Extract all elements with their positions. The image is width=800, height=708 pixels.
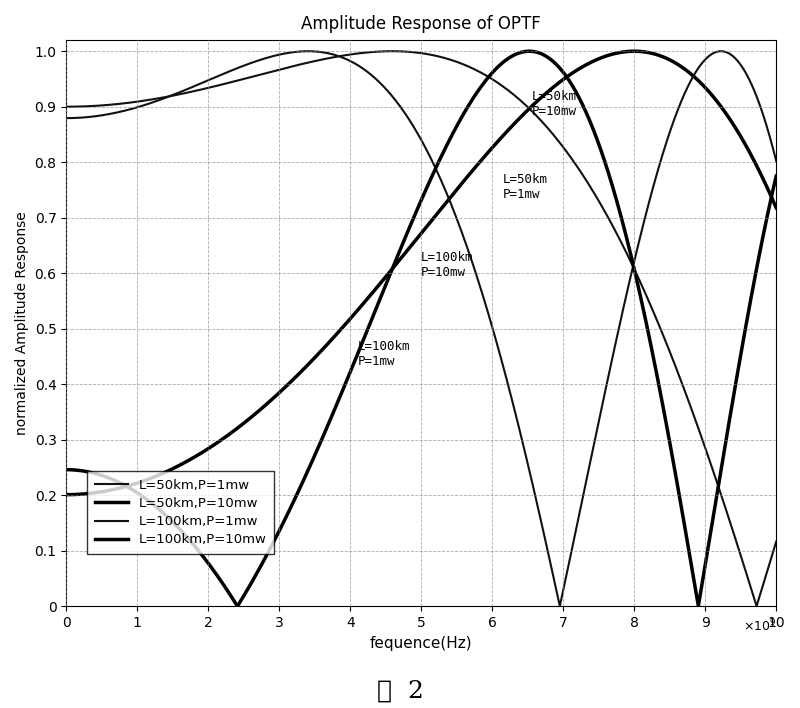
- Text: L=50km
P=10mw: L=50km P=10mw: [531, 90, 576, 118]
- L=100km,P=10mw: [233, 602, 242, 610]
- L=50km,P=1mw: [482, 72, 491, 80]
- L=100km,P=1mw: [513, 416, 522, 425]
- L=50km,P=1mw: [771, 537, 781, 546]
- L=100km,P=1mw: [97, 111, 106, 120]
- L=50km,P=1mw: [626, 257, 635, 266]
- L=100km,P=1mw: [588, 446, 598, 455]
- L=100km,P=10mw: [626, 250, 635, 258]
- L=50km,P=10mw: [318, 344, 328, 353]
- L=50km,P=1mw: [62, 103, 71, 111]
- Line: L=100km,P=10mw: L=100km,P=10mw: [66, 51, 776, 606]
- L=50km,P=10mw: [630, 47, 639, 55]
- L=100km,P=10mw: [513, 50, 522, 58]
- Text: 图  2: 图 2: [377, 680, 423, 702]
- Y-axis label: normalized Amplitude Response: normalized Amplitude Response: [15, 211, 29, 435]
- L=50km,P=10mw: [482, 150, 491, 159]
- L=100km,P=1mw: [716, 47, 726, 55]
- Title: Amplitude Response of OPTF: Amplitude Response of OPTF: [302, 15, 541, 33]
- L=100km,P=1mw: [62, 114, 71, 122]
- Line: L=50km,P=1mw: L=50km,P=1mw: [66, 51, 776, 606]
- L=50km,P=1mw: [97, 101, 106, 110]
- L=100km,P=1mw: [555, 602, 565, 610]
- Legend: L=50km,P=1mw, L=50km,P=10mw, L=100km,P=1mw, L=100km,P=10mw: L=50km,P=1mw, L=50km,P=10mw, L=100km,P=1…: [87, 471, 274, 554]
- L=100km,P=10mw: [97, 472, 106, 480]
- L=50km,P=1mw: [513, 93, 522, 102]
- L=100km,P=1mw: [626, 273, 635, 281]
- Line: L=50km,P=10mw: L=50km,P=10mw: [66, 51, 776, 495]
- Text: L=100km
P=10mw: L=100km P=10mw: [422, 251, 474, 279]
- L=50km,P=10mw: [588, 57, 598, 66]
- Text: $\times 10^9$: $\times 10^9$: [743, 618, 776, 634]
- L=50km,P=10mw: [771, 204, 781, 212]
- L=100km,P=10mw: [525, 47, 534, 55]
- L=100km,P=1mw: [482, 303, 491, 312]
- L=100km,P=1mw: [771, 156, 781, 165]
- L=100km,P=10mw: [318, 431, 328, 440]
- L=100km,P=10mw: [771, 172, 781, 181]
- L=50km,P=1mw: [588, 186, 598, 195]
- L=50km,P=10mw: [97, 488, 106, 496]
- Text: L=50km
P=1mw: L=50km P=1mw: [503, 173, 548, 201]
- L=50km,P=1mw: [752, 602, 762, 610]
- L=100km,P=10mw: [588, 124, 598, 132]
- L=50km,P=10mw: [62, 491, 71, 499]
- L=100km,P=10mw: [482, 75, 491, 84]
- L=50km,P=1mw: [318, 55, 328, 64]
- L=50km,P=1mw: [387, 47, 397, 55]
- X-axis label: fequence(Hz): fequence(Hz): [370, 636, 473, 651]
- L=50km,P=10mw: [626, 47, 635, 55]
- Line: L=100km,P=1mw: L=100km,P=1mw: [66, 51, 776, 606]
- L=100km,P=1mw: [318, 48, 328, 57]
- L=50km,P=10mw: [513, 116, 522, 125]
- L=100km,P=10mw: [62, 465, 71, 474]
- Text: L=100km
P=1mw: L=100km P=1mw: [358, 340, 410, 368]
